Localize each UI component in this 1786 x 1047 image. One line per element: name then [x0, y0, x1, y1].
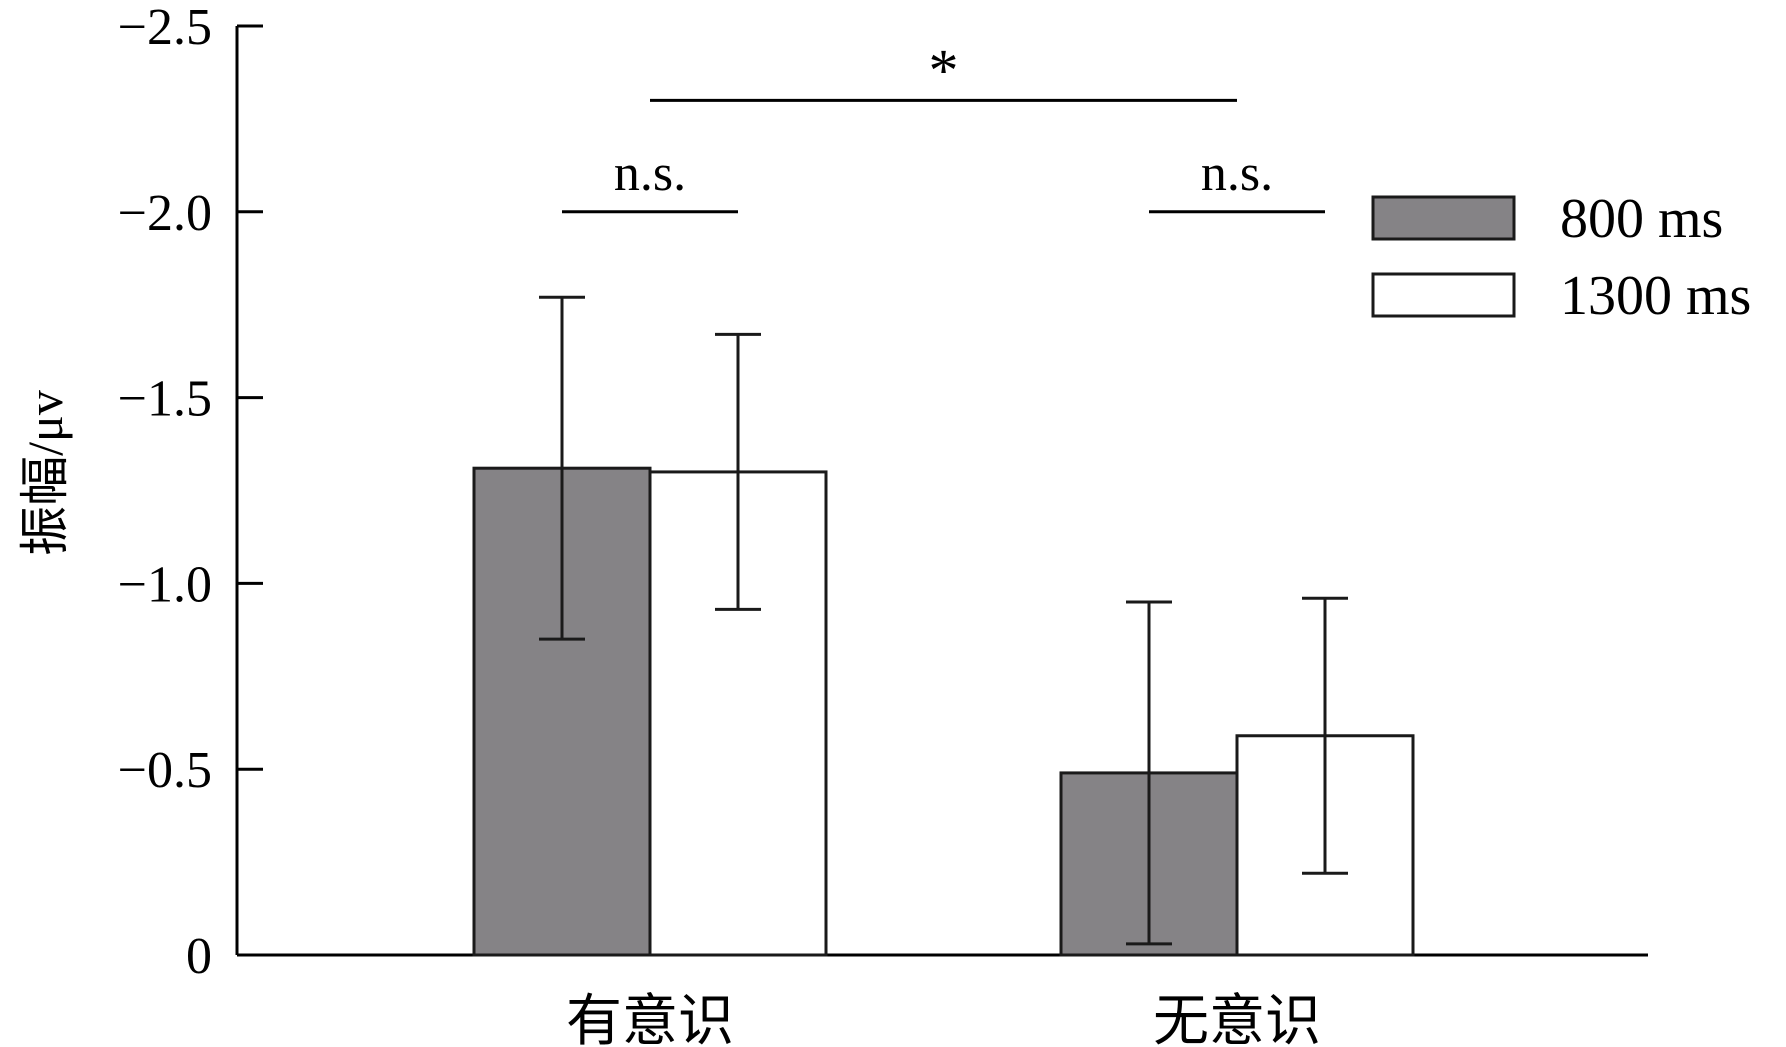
x-category-label: 无意识 [1153, 991, 1321, 1047]
legend-label: 800 ms [1560, 188, 1723, 250]
y-tick-label: −0.5 [118, 742, 212, 799]
plot-area: 0 −0.5 −1.0 −1.5 −2.0 −2.5 有意识 无意识 n.s. n.s. * [118, 0, 1648, 1047]
y-tick-label: −1.0 [118, 556, 212, 613]
legend-label: 1300 ms [1560, 265, 1751, 327]
legend-swatch [1371, 195, 1516, 241]
significance-label: n.s. [614, 145, 686, 202]
legend: 800 ms 1300 ms [1371, 188, 1751, 327]
y-tick-label: 0 [186, 928, 212, 985]
y-tick-label: −1.5 [118, 371, 212, 428]
significance-label: * [929, 37, 959, 103]
legend-swatch [1371, 272, 1516, 318]
significance-label: n.s. [1201, 145, 1273, 202]
y-tick-label: −2.5 [118, 0, 212, 56]
x-category-label: 有意识 [566, 991, 734, 1047]
y-axis-label: 振幅/μv [17, 390, 73, 556]
y-tick-label: −2.0 [118, 185, 212, 242]
